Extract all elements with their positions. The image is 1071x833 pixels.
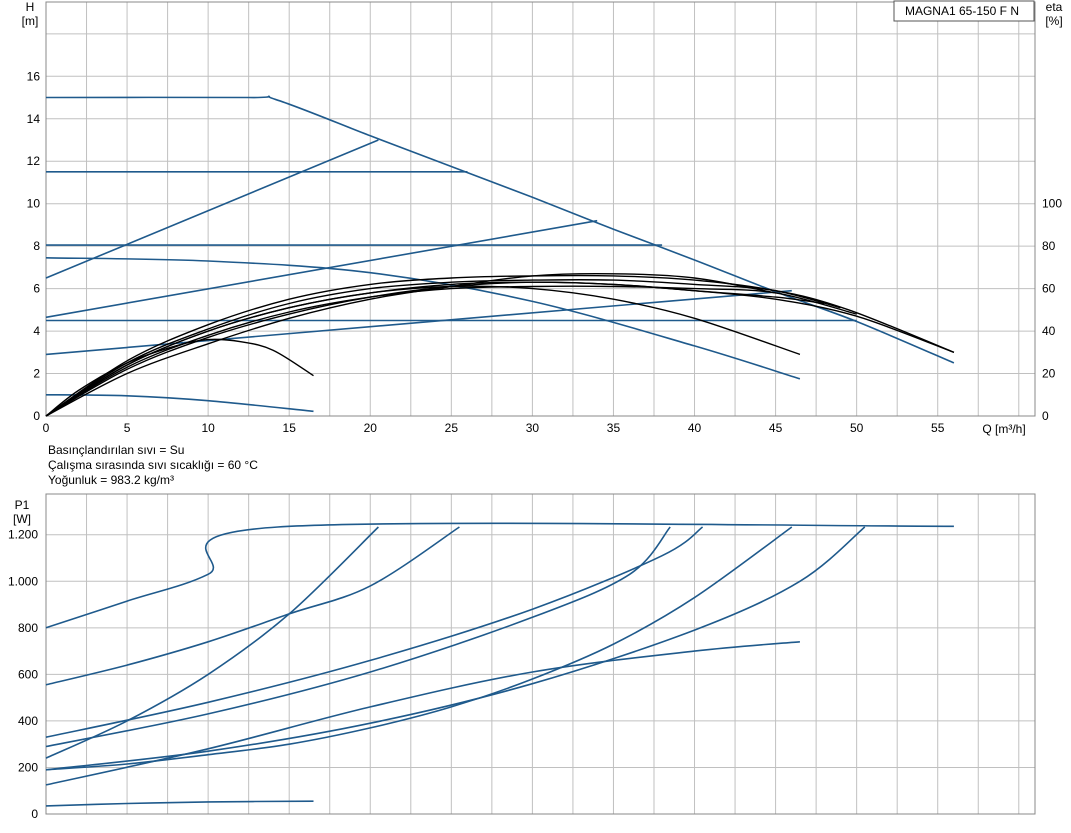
power-tick-label: 600 (18, 667, 38, 681)
flow-tick-label: 55 (931, 421, 945, 435)
efficiency-curve (45, 338, 314, 417)
flow-tick-label: 35 (607, 421, 621, 435)
head-curve (45, 139, 379, 279)
power-curves (45, 522, 954, 807)
head-curve (45, 219, 598, 319)
head-axis-ticks: 0 2 4 6 8 10 12 14 16 0 20 40 60 80 100 0 5 10 15 20 25 30 35 4… (27, 69, 1063, 435)
head-tick-label: 4 (33, 324, 40, 338)
power-tick-label: 1.000 (8, 574, 38, 588)
power-curve (45, 526, 704, 738)
head-axis-unit: [m] (22, 14, 39, 28)
efficiency-curve (45, 279, 955, 417)
fluid-temperature-note: Çalışma sırasında sıvı sıcaklığı = 60 °C (48, 458, 258, 472)
eta-tick-label: 20 (1042, 367, 1056, 381)
flow-tick-label: 15 (283, 421, 297, 435)
flow-tick-label: 50 (850, 421, 864, 435)
flow-tick-label: 10 (201, 421, 215, 435)
power-curve (45, 522, 954, 629)
head-axis-label: H (26, 0, 35, 14)
pump-model-box (893, 0, 1035, 22)
flow-axis-label: Q [m³/h] (982, 422, 1025, 436)
pump-model-title: MAGNA1 65-150 F N (905, 4, 1019, 18)
power-chart-grid (46, 494, 1035, 814)
power-curve (45, 526, 793, 771)
head-curve (45, 394, 314, 413)
flow-tick-label: 25 (445, 421, 459, 435)
head-chart-grid (46, 2, 1035, 416)
head-tick-label: 2 (33, 367, 40, 381)
flow-tick-label: 20 (364, 421, 378, 435)
head-curve (45, 95, 955, 364)
power-chart-frame (45, 493, 1036, 815)
head-tick-label: 14 (27, 112, 41, 126)
efficiency-curve (45, 281, 955, 417)
flow-tick-label: 45 (769, 421, 783, 435)
efficiency-curve (45, 281, 825, 417)
efficiency-curves (45, 272, 955, 417)
head-tick-label: 0 (33, 409, 40, 423)
flow-tick-label: 0 (43, 421, 50, 435)
head-tick-label: 10 (27, 197, 41, 211)
power-tick-label: 200 (18, 760, 38, 774)
head-tick-label: 8 (33, 239, 40, 253)
flow-tick-label: 30 (526, 421, 540, 435)
power-tick-label: 1.200 (8, 528, 38, 542)
eta-tick-label: 0 (1042, 409, 1049, 423)
power-curve (45, 526, 379, 759)
fluid-density-note: Yoğunluk = 983.2 kg/m³ (48, 473, 174, 487)
eta-tick-label: 80 (1042, 239, 1056, 253)
power-tick-label: 800 (18, 621, 38, 635)
head-tick-label: 16 (27, 69, 41, 83)
head-tick-label: 6 (33, 282, 40, 296)
power-tick-label: 400 (18, 714, 38, 728)
head-curves (45, 95, 955, 413)
flow-tick-label: 5 (124, 421, 131, 435)
flow-tick-label: 40 (688, 421, 702, 435)
head-tick-label: 12 (27, 154, 41, 168)
power-curve (45, 641, 800, 786)
power-axis-label: P1 (15, 498, 30, 512)
efficiency-curve (45, 274, 841, 417)
power-curve (45, 800, 314, 807)
fluid-type-note: Basınçlandırılan sıvı = Su (48, 443, 185, 457)
power-curve (45, 526, 460, 686)
power-curve (45, 526, 866, 771)
power-axis-ticks: 0 200 400 600 800 1.000 1.200 (8, 528, 38, 821)
eta-tick-label: 40 (1042, 324, 1056, 338)
eta-tick-label: 60 (1042, 282, 1056, 296)
power-axis-unit: [W] (13, 512, 31, 526)
power-tick-label: 0 (31, 807, 38, 821)
eta-tick-label: 100 (1042, 197, 1062, 211)
power-curve (45, 526, 671, 748)
efficiency-curve (45, 285, 857, 417)
head-chart-frame (45, 1, 1036, 417)
eta-axis-unit: [%] (1045, 14, 1062, 28)
eta-axis-label: eta (1046, 0, 1063, 14)
